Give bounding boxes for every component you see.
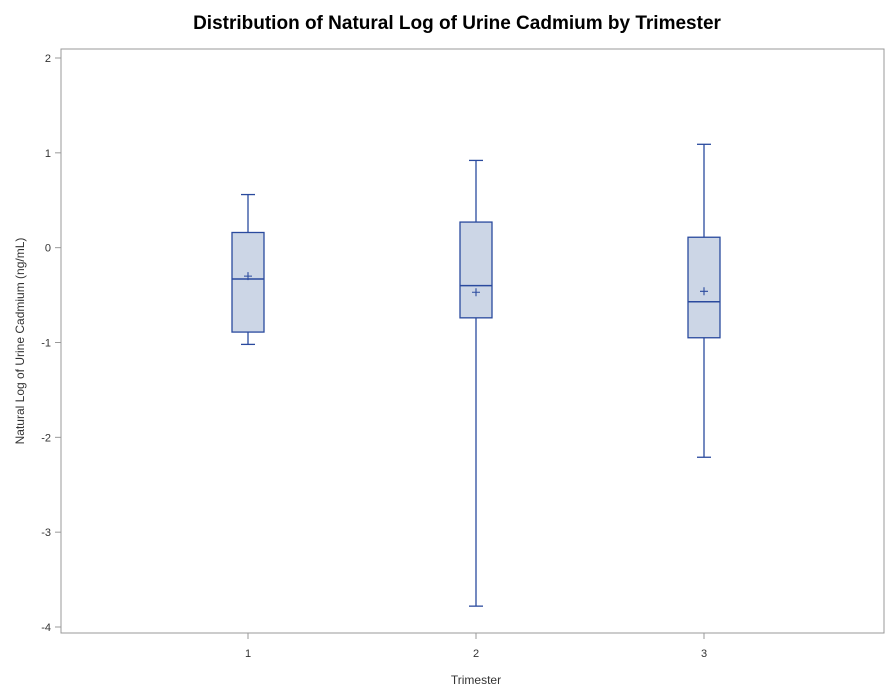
y-tick-label: 2 xyxy=(45,53,51,65)
chart-title: Distribution of Natural Log of Urine Cad… xyxy=(193,13,721,34)
plot-area xyxy=(60,48,885,634)
box-trimester-3 xyxy=(687,143,721,458)
iqr-box xyxy=(231,231,265,333)
mean-marker xyxy=(472,288,480,297)
x-axis: 1 2 3 xyxy=(245,633,707,660)
boxes xyxy=(231,143,721,607)
y-tick-label: 1 xyxy=(45,148,51,160)
box-trimester-1 xyxy=(231,193,265,346)
mean-marker xyxy=(700,287,708,296)
y-axis-label: Natural Log of Urine Cadmium (ng/mL) xyxy=(13,238,27,445)
y-tick-label: -1 xyxy=(41,338,51,350)
box-trimester-2 xyxy=(459,159,493,607)
y-tick-label: 0 xyxy=(45,243,51,255)
iqr-box xyxy=(459,221,493,319)
x-tick-label: 1 xyxy=(245,648,251,660)
x-axis-label: Trimester xyxy=(451,673,501,687)
y-tick-label: -3 xyxy=(41,527,51,539)
mean-marker xyxy=(244,272,252,281)
y-tick-label: -4 xyxy=(41,622,51,634)
y-axis: 2 1 0 -1 -2 -3 -4 xyxy=(41,53,61,634)
y-tick-label: -2 xyxy=(41,432,51,444)
x-tick-label: 3 xyxy=(701,648,707,660)
x-tick-label: 2 xyxy=(473,648,479,660)
